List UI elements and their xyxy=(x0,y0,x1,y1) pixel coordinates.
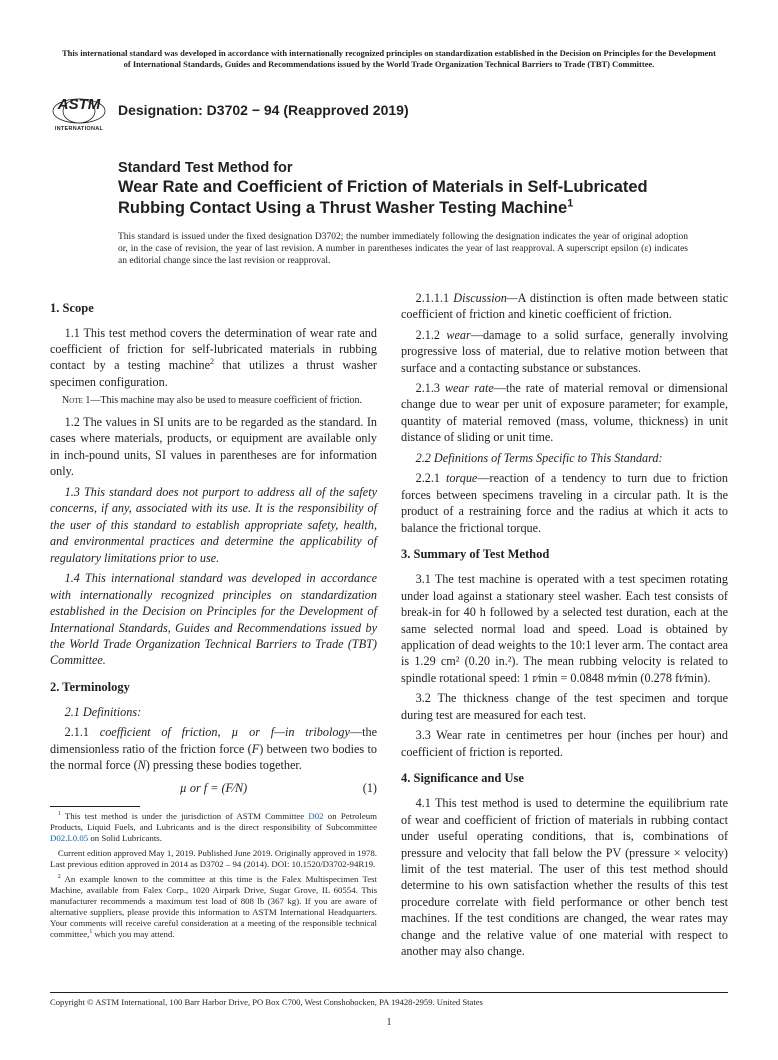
astm-logo: ASTM INTERNATIONAL xyxy=(50,83,108,137)
astm-logo-icon: ASTM xyxy=(50,87,108,125)
para-2-1-3: 2.1.3 wear rate—the rate of material rem… xyxy=(401,380,728,446)
title-main: Wear Rate and Coefficient of Friction of… xyxy=(118,177,688,218)
top-notice: This international standard was develope… xyxy=(50,48,728,69)
para-2-1-2: 2.1.2 wear—damage to a solid surface, ge… xyxy=(401,327,728,376)
header-row: ASTM INTERNATIONAL Designation: D3702 − … xyxy=(50,83,728,137)
footnote-1b: Current edition approved May 1, 2019. Pu… xyxy=(50,848,377,870)
para-2-2-1: 2.2.1 torque—reaction of a tendency to t… xyxy=(401,470,728,536)
para-2-1-1-1: 2.1.1.1 Discussion—A distinction is ofte… xyxy=(401,290,728,323)
section-2-heading: 2. Terminology xyxy=(50,679,377,696)
note-1: Note 1—This machine may also be used to … xyxy=(50,394,377,408)
footnote-rule xyxy=(50,806,140,807)
para-3-3: 3.3 Wear rate in centimetres per hour (i… xyxy=(401,727,728,760)
designation-prefix: Designation: xyxy=(118,102,207,118)
issued-note: This standard is issued under the fixed … xyxy=(118,231,688,268)
para-3-2: 3.2 The thickness change of the test spe… xyxy=(401,690,728,723)
footnotes: 1 This test method is under the jurisdic… xyxy=(50,811,377,940)
section-4-heading: 4. Significance and Use xyxy=(401,770,728,787)
para-2-1-1: 2.1.1 coefficient of friction, µ or f—in… xyxy=(50,724,377,773)
equation-1: µ or f = (F⁄N)(1) xyxy=(50,780,377,796)
logo-caption: INTERNATIONAL xyxy=(55,126,103,133)
designation-code: D3702 − 94 (Reapproved 2019) xyxy=(207,102,409,118)
link-subcommittee[interactable]: D02.L0.05 xyxy=(50,833,88,843)
para-2-2: 2.2 Definitions of Terms Specific to Thi… xyxy=(401,450,728,466)
para-2-1: 2.1 Definitions: xyxy=(50,704,377,720)
section-3-heading: 3. Summary of Test Method xyxy=(401,546,728,563)
title-superscript: 1 xyxy=(567,198,573,210)
para-1-4: 1.4 This international standard was deve… xyxy=(50,570,377,669)
footnote-1: 1 This test method is under the jurisdic… xyxy=(50,811,377,844)
para-1-1: 1.1 This test method covers the determin… xyxy=(50,325,377,391)
section-1-heading: 1. Scope xyxy=(50,300,377,317)
page-number: 1 xyxy=(50,1016,728,1030)
body-columns: 1. Scope 1.1 This test method covers the… xyxy=(50,290,728,960)
para-1-3: 1.3 This standard does not purport to ad… xyxy=(50,484,377,566)
link-committee[interactable]: D02 xyxy=(308,811,323,821)
designation: Designation: D3702 − 94 (Reapproved 2019… xyxy=(118,101,409,120)
para-3-1: 3.1 The test machine is operated with a … xyxy=(401,571,728,686)
title-block: Standard Test Method for Wear Rate and C… xyxy=(118,159,688,218)
para-1-2: 1.2 The values in SI units are to be reg… xyxy=(50,414,377,480)
para-4-1: 4.1 This test method is used to determin… xyxy=(401,795,728,960)
footnote-2: 2 An example known to the committee at t… xyxy=(50,874,377,940)
title-intro: Standard Test Method for xyxy=(118,159,688,177)
svg-text:ASTM: ASTM xyxy=(57,96,101,113)
copyright: Copyright © ASTM International, 100 Barr… xyxy=(50,992,728,1009)
